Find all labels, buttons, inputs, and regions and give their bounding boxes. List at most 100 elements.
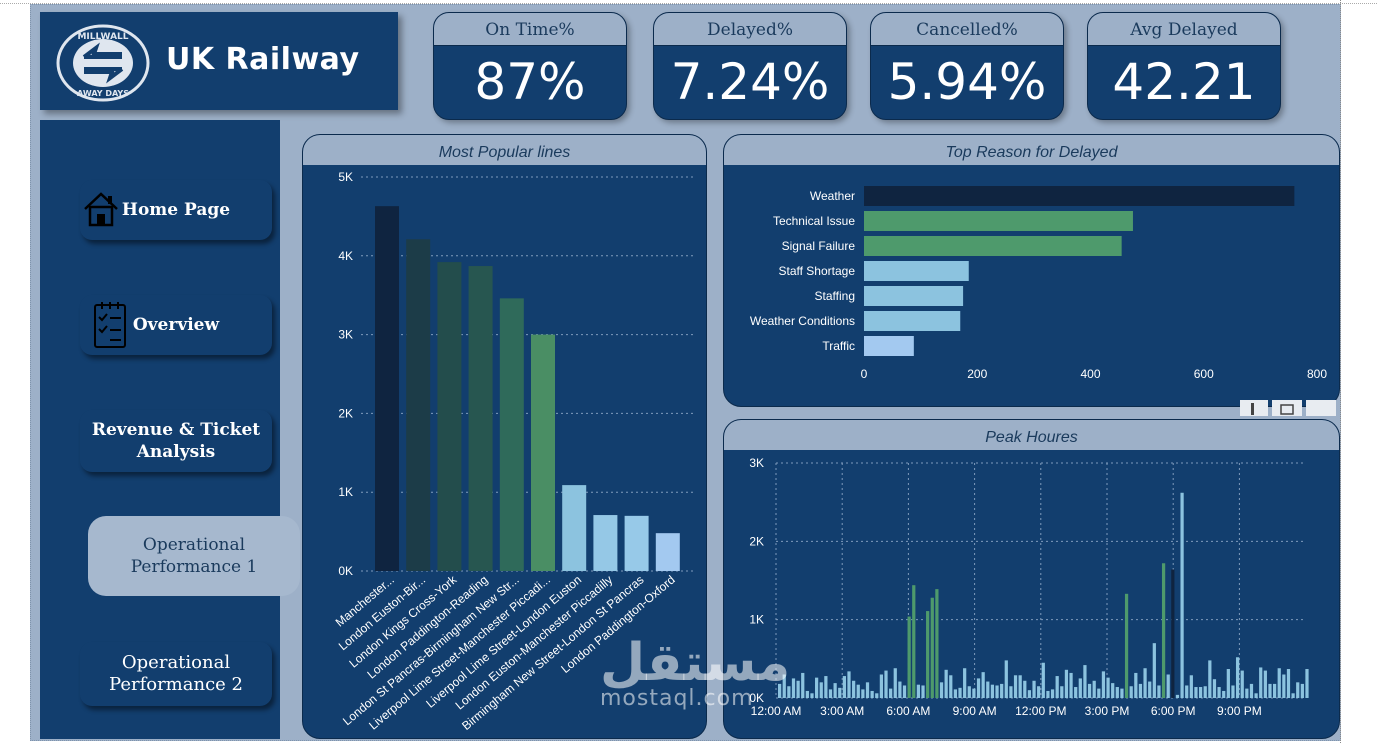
bar xyxy=(926,611,930,698)
x-tick-label: 800 xyxy=(1307,367,1327,381)
bar xyxy=(406,239,431,571)
bar xyxy=(1027,690,1032,698)
most-popular-lines-panel: Most Popular lines 0K 1K 2K 3K 4K 5K Mancheste… xyxy=(302,134,707,739)
y-tick-label: 2K xyxy=(338,406,353,420)
bar xyxy=(1175,694,1180,698)
nav-overview-button[interactable]: Overview xyxy=(80,295,272,355)
nav-overview-label: Overview xyxy=(132,315,220,335)
bar xyxy=(1101,671,1106,698)
bar xyxy=(912,585,916,698)
visual-header-tools[interactable] xyxy=(1238,400,1338,418)
bar xyxy=(1282,674,1286,698)
y-category-label: Traffic xyxy=(822,339,855,353)
bar xyxy=(1083,665,1087,698)
bar xyxy=(778,683,782,698)
bar xyxy=(907,616,911,698)
bar xyxy=(1254,693,1258,698)
top-dotted-border xyxy=(0,3,1377,4)
nav-revenue-button[interactable]: Revenue & Ticket Analysis xyxy=(80,410,272,472)
y-tick-label: 3K xyxy=(749,456,764,470)
bar xyxy=(1092,680,1096,698)
chart-title: Most Popular lines xyxy=(303,135,706,165)
bar xyxy=(864,211,1133,231)
y-category-label: Weather Conditions xyxy=(750,314,855,328)
bar xyxy=(921,685,925,698)
bar xyxy=(856,684,860,698)
x-tick-label: 400 xyxy=(1080,367,1100,381)
app-title: UK Railway xyxy=(166,42,360,77)
bar xyxy=(1106,677,1110,698)
bar xyxy=(1235,657,1240,698)
bar xyxy=(1189,675,1193,698)
bar xyxy=(898,681,902,698)
bar xyxy=(981,672,985,698)
bar xyxy=(499,298,524,571)
bar xyxy=(1074,687,1078,698)
bar xyxy=(916,684,921,698)
bar xyxy=(1111,683,1115,698)
bar xyxy=(930,597,934,698)
bar xyxy=(562,485,587,571)
bar xyxy=(805,690,809,698)
bar xyxy=(935,589,939,698)
bar xyxy=(861,689,865,698)
bar xyxy=(791,678,796,698)
kpi-value: 42.21 xyxy=(1112,53,1256,111)
bar xyxy=(1004,660,1008,698)
bar xyxy=(1000,683,1004,698)
y-category-label: Weather xyxy=(810,189,855,203)
bar xyxy=(1138,683,1143,698)
kpi-value: 5.94% xyxy=(887,53,1047,111)
top-reason-delayed-panel: Top Reason for Delayed 0 200 400 600 800 Weat… xyxy=(723,134,1340,407)
kpi-card-cancelled: Cancelled% 5.94% xyxy=(870,12,1064,120)
chart-title: Top Reason for Delayed xyxy=(724,135,1339,165)
bar xyxy=(847,671,851,698)
checklist-icon xyxy=(94,302,126,348)
bar xyxy=(1037,686,1041,698)
bar xyxy=(1157,685,1161,698)
logo-top-text: MILLWALL xyxy=(77,32,128,42)
x-tick-label: 0 xyxy=(861,367,868,381)
x-tick-label: 9:00 AM xyxy=(953,704,997,718)
home-icon xyxy=(84,192,118,227)
nav-operational-1-button[interactable]: Operational Performance 1 xyxy=(88,516,300,596)
nav-home-button[interactable]: Home Page xyxy=(80,180,272,240)
bar xyxy=(1198,687,1203,698)
bar xyxy=(1013,675,1018,698)
peak-hours-chart: 0K 1K 2K 3K 12:00 AM 3:00 AM 6:00 AM 9:00 AM 12:… xyxy=(749,456,1309,718)
bar xyxy=(842,676,846,698)
peak-hours-panel: Peak Houres 0K 1K 2K 3K 12:00 AM 3:00 AM 6:00 … xyxy=(723,419,1340,739)
y-tick-label: 3K xyxy=(338,328,353,342)
bar xyxy=(1166,674,1170,698)
x-tick-label: 9:00 PM xyxy=(1217,704,1262,718)
y-category-label: Signal Failure xyxy=(782,239,856,253)
bar xyxy=(1148,681,1152,698)
bar xyxy=(819,682,823,698)
kpi-label: On Time% xyxy=(434,13,626,46)
bar xyxy=(1050,689,1055,698)
bar xyxy=(902,685,907,698)
bar xyxy=(1185,685,1189,698)
nav-revenue-label: Revenue & Ticket Analysis xyxy=(91,420,261,462)
y-tick-label: 1K xyxy=(749,613,764,627)
bar xyxy=(1064,669,1069,698)
bar xyxy=(1115,687,1119,698)
bar xyxy=(624,515,649,571)
bar xyxy=(655,533,680,571)
bar xyxy=(1143,668,1147,698)
bar xyxy=(1222,690,1226,698)
x-tick-label: 600 xyxy=(1194,367,1214,381)
x-tick-label: 3:00 PM xyxy=(1085,704,1130,718)
bar xyxy=(1259,667,1263,698)
bar xyxy=(437,262,462,571)
nav-operational-2-button[interactable]: Operational Performance 2 xyxy=(80,642,272,706)
bar xyxy=(864,336,914,356)
bar xyxy=(801,672,805,698)
bar xyxy=(1296,682,1300,698)
bar xyxy=(1018,675,1022,698)
bar xyxy=(995,685,999,698)
bar xyxy=(864,261,969,281)
x-tick-label: 6:00 AM xyxy=(886,704,930,718)
bar xyxy=(1277,668,1281,698)
